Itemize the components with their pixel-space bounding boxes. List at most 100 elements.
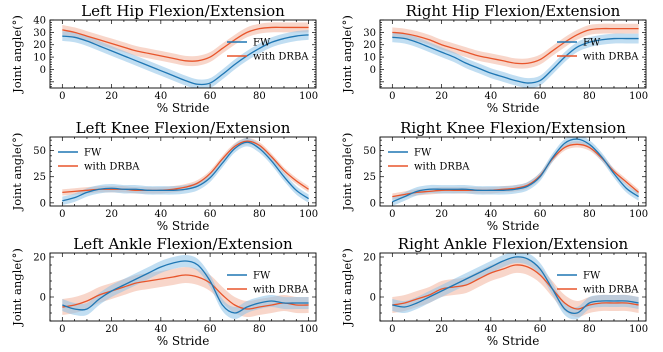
chart-title: Right Hip Flexion/Extension	[406, 2, 621, 20]
x-tick-label: 100	[629, 324, 648, 335]
legend-label-drba: with DRBA	[84, 162, 140, 173]
x-tick-label: 20	[435, 209, 448, 220]
x-tick-label: 0	[59, 91, 65, 102]
chart-panel-4: 0 20 40 60 80 100 0 25 50 Right Knee Flexion/Exte…	[340, 119, 648, 233]
x-axis-label: % Stride	[157, 101, 210, 115]
series-line-drba	[392, 264, 639, 310]
x-tick-label: 80	[583, 91, 596, 102]
x-tick-label: 60	[204, 91, 217, 102]
x-tick-label: 100	[299, 324, 318, 335]
chart-panel-3: 0 20 40 60 80 100 0 25 50 Left Knee Flexion/Exten…	[10, 119, 318, 233]
x-tick-label: 80	[583, 209, 596, 220]
legend-label-fw: FW	[253, 271, 271, 282]
legend-label-fw: FW	[583, 38, 601, 49]
x-tick-label: 60	[534, 209, 547, 220]
x-tick-label: 60	[534, 324, 547, 335]
y-axis-label: Joint angle(°)	[340, 248, 354, 327]
x-tick-label: 0	[59, 324, 65, 335]
x-axis-label: % Stride	[487, 219, 540, 233]
y-tick-label: 0	[370, 293, 376, 304]
x-tick-label: 40	[484, 209, 497, 220]
plot-frame	[49, 252, 317, 322]
x-tick-label: 100	[299, 91, 318, 102]
series-line-drba	[392, 143, 640, 198]
x-tick-label: 40	[154, 209, 167, 220]
plot-frame	[49, 19, 317, 89]
y-tick-label: 20	[33, 40, 46, 51]
x-tick-label: 20	[105, 324, 118, 335]
y-tick-label: 0	[40, 65, 46, 76]
series-line-fw	[392, 36, 639, 84]
y-tick-label: 25	[363, 172, 376, 183]
y-tick-label: 0	[40, 293, 46, 304]
legend-label-fw: FW	[414, 148, 432, 159]
chart-title: Left Ankle Flexion/Extension	[73, 235, 293, 253]
series-band-fw	[392, 32, 639, 88]
x-tick-label: 20	[105, 91, 118, 102]
y-axis-label: Joint angle(°)	[10, 248, 24, 327]
x-tick-label: 40	[154, 91, 167, 102]
y-tick-label: 50	[33, 146, 46, 157]
x-tick-label: 40	[484, 324, 497, 335]
legend-label-drba: with DRBA	[414, 162, 470, 173]
y-axis-label: Joint angle(°)	[10, 133, 24, 212]
x-tick-label: 60	[204, 209, 217, 220]
series-band-fw	[62, 138, 309, 205]
x-tick-label: 100	[629, 91, 648, 102]
series-line-fw	[62, 141, 309, 202]
x-tick-label: 80	[253, 91, 266, 102]
y-tick-label: 25	[33, 172, 46, 183]
y-tick-label: 20	[363, 253, 376, 264]
y-tick-label: 20	[363, 40, 376, 51]
series-line-fw	[62, 260, 309, 314]
x-axis-label: % Stride	[157, 334, 210, 348]
x-tick-label: 80	[253, 209, 266, 220]
series-line-fw	[62, 34, 309, 86]
y-tick-label: 30	[33, 28, 46, 39]
legend-label-drba: with DRBA	[253, 52, 309, 63]
chart-title: Left Hip Flexion/Extension	[81, 2, 285, 20]
x-tick-label: 20	[435, 91, 448, 102]
y-tick-label: 30	[363, 28, 376, 39]
series-band-fw	[392, 253, 639, 320]
plot-series-group	[62, 254, 309, 320]
y-axis-label: Joint angle(°)	[10, 15, 24, 94]
series-line-drba	[62, 26, 309, 62]
x-tick-label: 80	[583, 324, 596, 335]
x-tick-label: 100	[299, 209, 318, 220]
series-band-drba	[62, 22, 309, 67]
y-tick-label: 0	[370, 65, 376, 76]
legend-label-drba: with DRBA	[253, 285, 309, 296]
plot-frame	[379, 19, 647, 89]
x-tick-label: 60	[204, 324, 217, 335]
y-tick-label: 40	[33, 16, 46, 27]
x-tick-label: 40	[484, 91, 497, 102]
x-tick-label: 20	[435, 324, 448, 335]
x-tick-label: 60	[534, 91, 547, 102]
x-tick-label: 0	[59, 209, 65, 220]
y-tick-label: 0	[370, 198, 376, 209]
plot-series-group	[62, 138, 309, 205]
series-band-drba	[392, 256, 639, 318]
series-line-fw	[392, 256, 639, 315]
plot-series-group	[62, 22, 309, 88]
x-axis-label: % Stride	[487, 334, 540, 348]
series-band-fw	[62, 254, 309, 320]
x-tick-label: 0	[389, 324, 395, 335]
series-line-fw	[392, 138, 639, 203]
x-tick-label: 40	[154, 324, 167, 335]
series-line-drba	[62, 274, 309, 310]
chart-title: Right Ankle Flexion/Extension	[398, 235, 629, 253]
plot-frame	[379, 252, 647, 322]
y-tick-label: 50	[363, 146, 376, 157]
x-tick-label: 0	[389, 91, 395, 102]
series-band-fw	[62, 29, 309, 88]
x-tick-label: 80	[253, 324, 266, 335]
plot-series-group	[392, 253, 639, 320]
chart-title: Right Knee Flexion/Extension	[400, 119, 626, 137]
y-axis-label: Joint angle(°)	[340, 133, 354, 212]
series-line-drba	[392, 27, 639, 65]
